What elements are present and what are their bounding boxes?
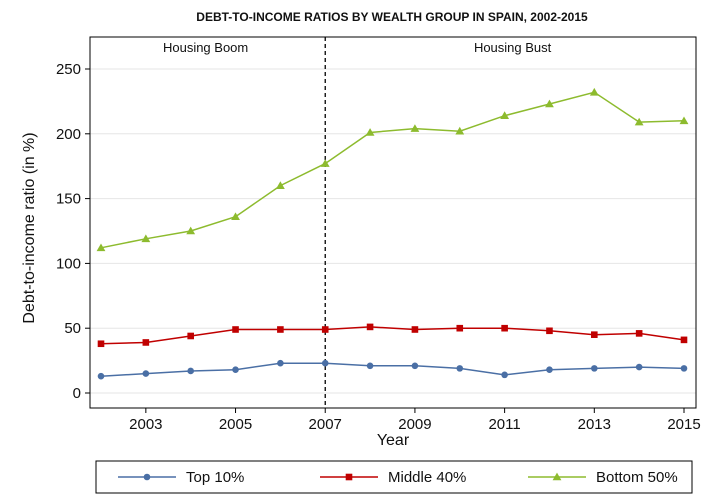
data-point-top-10 [142, 370, 150, 377]
data-point-top-10 [411, 362, 419, 370]
x-tick-label: 2009 [398, 416, 431, 433]
series-line-middle-40 [100, 326, 685, 345]
legend-marker-middle-40 [345, 473, 353, 481]
data-point-top-10 [277, 359, 284, 367]
y-tick-label: 250 [56, 61, 81, 78]
data-point-middle-40 [366, 323, 374, 331]
x-tick-label: 2003 [129, 416, 162, 433]
legend-label-middle-40: Middle 40% [388, 469, 466, 486]
x-tick-label: 2011 [488, 416, 520, 433]
data-point-middle-40 [680, 336, 688, 344]
data-point-bottom-50 [141, 234, 151, 243]
legend-box [95, 460, 693, 494]
x-tick-label: 2015 [667, 416, 700, 433]
series-group [96, 87, 689, 380]
x-axis: 2003 2005 2007 2009 2011 2013 2015 [129, 408, 701, 433]
data-point-top-10 [321, 359, 329, 367]
y-tick-label: 200 [56, 126, 81, 143]
legend-label-bottom-50: Bottom 50% [596, 469, 678, 486]
data-point-bottom-50 [679, 116, 689, 125]
data-point-middle-40 [456, 324, 464, 332]
period-label-bust: Housing Bust [474, 40, 552, 55]
data-point-top-10 [456, 365, 464, 372]
data-point-top-10 [680, 365, 688, 372]
chart-title: DEBT-TO-INCOME RATIOS BY WEALTH GROUP IN… [196, 10, 588, 24]
data-point-bottom-50 [186, 226, 196, 235]
data-point-middle-40 [232, 326, 239, 333]
data-point-top-10 [187, 367, 194, 375]
y-tick-label: 50 [64, 320, 81, 337]
data-point-top-10 [97, 372, 105, 380]
x-tick-label: 2013 [578, 416, 611, 433]
grid-lines [90, 68, 696, 394]
data-point-bottom-50 [231, 212, 240, 221]
data-point-middle-40 [142, 339, 150, 346]
data-point-middle-40 [411, 326, 419, 333]
legend-marker-top-10 [143, 473, 151, 481]
series-line-top-10 [100, 362, 685, 377]
data-point-top-10 [232, 366, 239, 373]
data-point-bottom-50 [500, 111, 510, 119]
legend: Top 10% Middle 40% Bottom 50% [118, 469, 678, 486]
data-point-middle-40 [187, 332, 194, 340]
data-point-top-10 [546, 366, 553, 373]
period-label-boom: Housing Boom [163, 40, 248, 55]
y-tick-label: 150 [56, 191, 81, 208]
data-point-middle-40 [277, 326, 284, 333]
data-point-bottom-50 [589, 87, 599, 96]
series-line-bottom-50 [100, 91, 685, 249]
data-point-bottom-50 [365, 128, 375, 136]
y-tick-label: 100 [56, 255, 81, 272]
legend-label-top-10: Top 10% [186, 469, 244, 486]
data-point-middle-40 [321, 326, 329, 333]
x-tick-label: 2005 [219, 416, 252, 433]
data-point-middle-40 [635, 330, 643, 337]
x-axis-label: Year [377, 432, 410, 449]
data-point-middle-40 [97, 340, 105, 348]
data-point-bottom-50 [275, 181, 285, 189]
data-point-middle-40 [591, 331, 598, 338]
x-tick-label: 2007 [309, 416, 342, 433]
data-point-bottom-50 [320, 159, 330, 167]
y-tick-label: 0 [73, 385, 81, 402]
data-point-top-10 [501, 371, 508, 379]
data-point-top-10 [591, 365, 598, 372]
y-axis: 0 50 100 150 200 250 [56, 61, 90, 402]
data-point-bottom-50 [634, 117, 644, 126]
y-axis-label: Debt-to-income ratio (in %) [21, 132, 38, 323]
data-point-top-10 [635, 363, 643, 371]
data-point-middle-40 [546, 327, 553, 335]
legend-marker-bottom-50 [552, 472, 562, 481]
data-point-middle-40 [501, 324, 508, 332]
data-point-bottom-50 [455, 126, 465, 135]
plot-frame [89, 36, 697, 409]
data-point-bottom-50 [545, 99, 554, 108]
data-point-top-10 [366, 362, 374, 370]
data-point-bottom-50 [96, 243, 106, 252]
data-point-bottom-50 [410, 124, 420, 132]
